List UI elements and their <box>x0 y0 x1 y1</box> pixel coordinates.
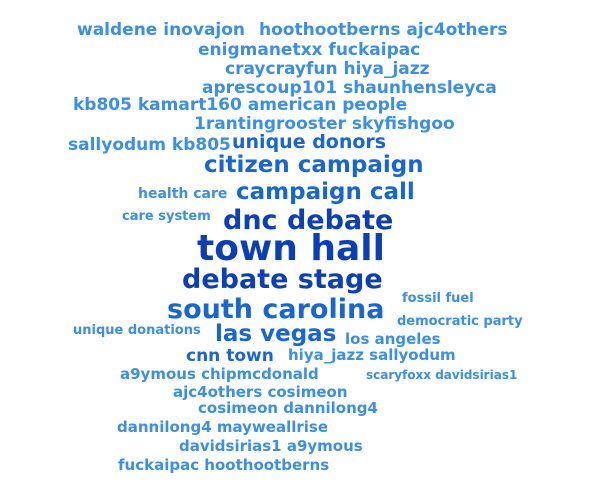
word-unique-donors: unique donors <box>232 131 387 153</box>
word-sallyodum-kb805: sallyodum kb805 <box>68 135 231 155</box>
word-health-care: health care <box>138 186 228 202</box>
word-campaign-call: campaign call <box>236 179 415 205</box>
word-democratic-party: democratic party <box>397 314 523 329</box>
word-hoothootberns-ajc4others: hoothootberns ajc4others <box>259 20 508 40</box>
word-dannilong4-mayweallrise: dannilong4 mayweallrise <box>117 418 329 436</box>
word-unique-donations: unique donations <box>73 323 201 338</box>
word-las-vegas: las vegas <box>215 321 337 347</box>
word-scaryfoxx-davidsirias1: scaryfoxx davidsirias1 <box>366 368 518 382</box>
word-fuckaipac-hoothootberns: fuckaipac hoothootberns <box>118 456 330 474</box>
word-hiya-jazz-sallyodum: hiya_jazz sallyodum <box>288 346 456 364</box>
word-ajc4others-cosimeon: ajc4others cosimeon <box>173 383 348 401</box>
word-fossil-fuel: fossil fuel <box>402 291 474 306</box>
word-aprescoup101-shaunhensleyca: aprescoup101 shaunhensleyca <box>202 78 497 98</box>
word-debate-stage: debate stage <box>182 264 383 295</box>
word-craycrayfun-hiya-jazz: craycrayfun hiya_jazz <box>225 59 430 79</box>
word-south-carolina: south carolina <box>167 294 385 325</box>
word-enigmanetxx-fuckaipac: enigmanetxx fuckaipac <box>198 40 421 60</box>
word-los-angeles: los angeles <box>345 330 441 348</box>
word-1rantingrooster-skyfishgoo: 1rantingrooster skyfishgoo <box>194 114 455 134</box>
word-dnc-debate: dnc debate <box>223 205 394 236</box>
word-town-hall: town hall <box>197 228 385 269</box>
word-kb805-kamart160-american-people: kb805 kamart160 american people <box>73 95 408 115</box>
word-citizen-campaign: citizen campaign <box>204 152 424 178</box>
word-cnn-town: cnn town <box>186 346 274 366</box>
word-cosimeon-dannilong4: cosimeon dannilong4 <box>198 399 378 417</box>
word-care-system: care system <box>122 209 211 224</box>
word-a9ymous-chipmcdonald: a9ymous chipmcdonald <box>120 365 319 383</box>
word-davidsirias1-a9ymous: davidsirias1 a9ymous <box>179 437 363 455</box>
word-waldene-inovajon: waldene inovajon <box>77 20 246 40</box>
